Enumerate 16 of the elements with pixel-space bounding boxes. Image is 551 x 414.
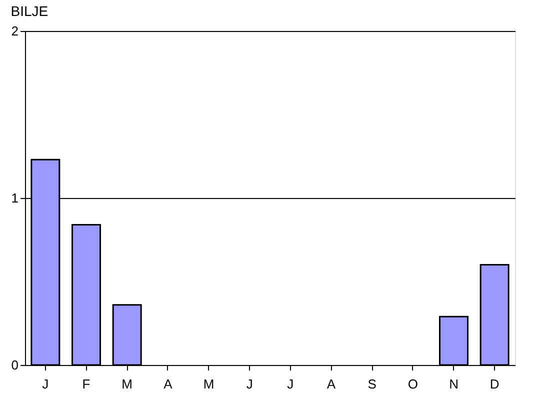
x-tick-label: J — [42, 376, 49, 392]
x-tick-label: M — [203, 376, 214, 392]
x-tick-label: O — [408, 376, 418, 392]
x-tick-label: N — [449, 376, 458, 392]
x-tick-label: A — [164, 376, 173, 392]
chart-title: BILJE — [10, 3, 48, 19]
y-tick-label: 2 — [11, 24, 18, 38]
x-tick-label: F — [82, 376, 90, 392]
x-tick-label: D — [490, 376, 500, 392]
x-tick-label: S — [368, 376, 377, 392]
x-tick-label: A — [326, 376, 336, 392]
x-tick-label: M — [122, 376, 133, 392]
y-tick-label: 1 — [11, 190, 18, 206]
x-tick-label: J — [246, 376, 253, 392]
x-tick-label: J — [287, 376, 294, 392]
y-tick-label: 0 — [11, 358, 18, 372]
